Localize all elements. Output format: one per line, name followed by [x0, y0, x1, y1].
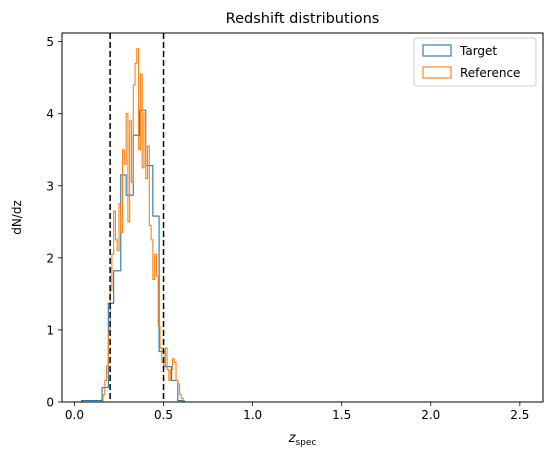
x-tick-label: 2.5 [510, 408, 529, 422]
x-axis: 0.0 0.5 1.0 1.5 2.0 2.5 [65, 402, 529, 422]
y-tick-label: 2 [46, 251, 54, 265]
legend-swatch-reference [422, 66, 452, 79]
x-axis-label: zspec [288, 431, 317, 448]
legend-swatch-target [422, 44, 452, 57]
legend: Target Reference [413, 37, 537, 87]
y-tick-label: 4 [46, 107, 54, 121]
x-tick-label: 0.0 [65, 408, 84, 422]
chart-title: Redshift distributions [226, 11, 380, 27]
y-tick-label: 1 [46, 323, 54, 337]
x-tick-label: 1.5 [332, 408, 351, 422]
y-axis-label: dN/dz [10, 200, 24, 235]
y-tick-label: 5 [46, 35, 54, 49]
histogram-series-reference [102, 48, 187, 403]
y-axis: 0 1 2 3 4 5 [46, 35, 62, 410]
legend-label-target: Target [459, 44, 497, 58]
histogram-series-target [81, 109, 191, 403]
plot-area [81, 33, 191, 403]
x-axis-label-subscript: spec [295, 438, 316, 448]
legend-label-reference: Reference [460, 66, 520, 80]
y-tick-label: 0 [46, 396, 54, 410]
x-tick-label: 0.5 [154, 408, 173, 422]
y-tick-label: 3 [46, 179, 54, 193]
axes-frame [61, 32, 544, 403]
legend-box [413, 37, 537, 87]
x-tick-label: 1.0 [243, 408, 262, 422]
x-axis-label-main: z [288, 431, 297, 446]
x-tick-label: 2.0 [421, 408, 440, 422]
